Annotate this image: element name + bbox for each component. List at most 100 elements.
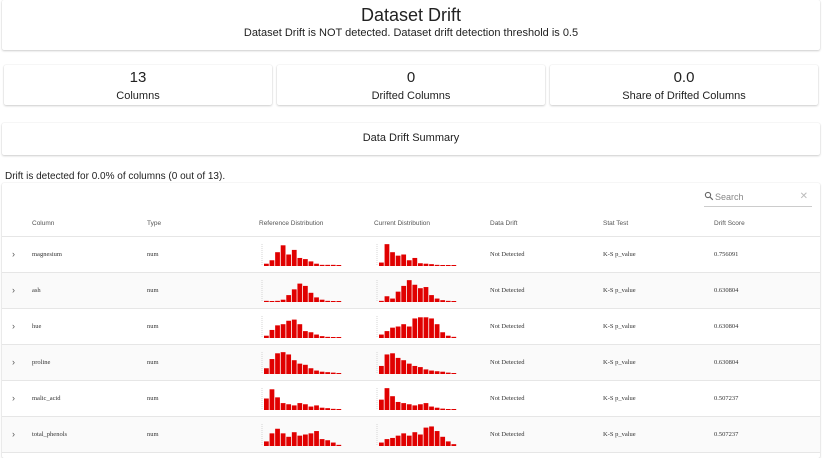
distribution-bar [314,370,319,374]
distribution-bar [264,300,269,302]
distribution-bar [280,352,286,374]
distribution-bar [440,371,446,374]
distribution-bar [303,364,308,374]
distribution-bar [429,318,434,338]
distribution-bar [384,244,390,266]
data-drift-cell: Not Detected [490,323,525,330]
distribution-bar [280,403,286,410]
distribution-bar [291,360,297,374]
header-column[interactable]: Column [32,220,55,227]
table-row[interactable]: › proline num Not Detected K-S p_value 0.6308… [2,345,820,381]
row-divider [2,380,820,381]
data-drift-summary-header: Data Drift Summary [2,123,820,155]
clear-search-icon[interactable]: ✕ [799,191,808,202]
metric-card-share-drifted: 0.0 Share of Drifted Columns [550,65,818,105]
distribution-bar [291,319,297,338]
table-row[interactable]: › hue num Not Detected K-S p_value 0.630804 [2,309,820,345]
table-row[interactable]: › ash num Not Detected K-S p_value 0.630804 [2,273,820,309]
distribution-bar [303,404,308,410]
distribution-bar [330,442,336,446]
distribution-bar [418,288,423,302]
metric-value: 0.0 [673,69,695,86]
distribution-bar [406,435,412,446]
distribution-bar [445,335,451,338]
distribution-bar [269,359,275,374]
distribution-bar [434,407,440,410]
table-row[interactable]: › magnesium num Not Detected K-S p_value 0.75… [2,237,820,273]
distribution-bar [412,318,418,338]
distribution-bar [336,337,342,338]
data-drift-cell: Not Detected [490,359,525,366]
distribution-bar [330,337,336,338]
distribution-bar [330,372,336,374]
drift-score-cell: 0.630804 [714,323,739,330]
distribution-bar [286,354,292,374]
stat-test-cell: K-S p_value [603,359,636,366]
distribution-bar [275,325,280,338]
distribution-bar [401,433,407,446]
expand-row-chevron-icon[interactable]: › [12,429,15,439]
reference-distribution-chart [261,424,342,446]
distribution-bar [308,368,314,374]
distribution-bar [291,405,297,410]
distribution-bar [336,301,342,302]
distribution-bar [314,297,319,302]
header-type[interactable]: Type [147,220,162,227]
distribution-bar [423,427,429,446]
distribution-bar [418,367,423,374]
distribution-bar [418,263,423,266]
type-cell: num [147,431,159,438]
distribution-bar [275,353,280,374]
distribution-bar [406,326,412,338]
expand-row-chevron-icon[interactable]: › [12,393,15,403]
summary-title: Data Drift Summary [362,132,460,144]
distribution-bar [291,249,297,266]
distribution-bar [319,336,325,338]
distribution-bar [308,292,314,302]
metric-label: Drifted Columns [371,90,451,102]
table-row[interactable]: › total_phenols num Not Detected K-S p_value… [2,417,820,453]
distribution-bar [275,300,280,302]
header-stat-test[interactable]: Stat Test [603,220,629,227]
table-row[interactable]: › malic_acid num Not Detected K-S p_value 0.5… [2,381,820,417]
expand-row-chevron-icon[interactable]: › [12,321,15,331]
distribution-bar [423,317,429,338]
distribution-bar [303,434,308,446]
distribution-bar [297,403,303,410]
search-input[interactable]: Search ✕ [704,190,812,207]
stat-test-cell: K-S p_value [603,287,636,294]
drift-table: Search ✕ Column Type Reference Distribut… [2,183,820,458]
distribution-bar [308,261,314,266]
column-name-cell: proline [32,359,51,366]
distribution-bar [264,398,269,410]
distribution-bar [451,265,457,266]
distribution-bar [395,435,401,446]
distribution-bar [291,289,297,302]
distribution-bar [325,372,331,374]
distribution-bar [264,441,269,446]
current-distribution-chart [376,388,457,410]
expand-row-chevron-icon[interactable]: › [12,249,15,259]
distribution-bar [406,280,412,302]
current-distribution-chart [376,352,457,374]
header-data-drift[interactable]: Data Drift [490,220,518,227]
expand-row-chevron-icon[interactable]: › [12,285,15,295]
expand-row-chevron-icon[interactable]: › [12,357,15,367]
header-drift-score[interactable]: Drift Score [714,220,745,227]
distribution-bar [412,405,418,410]
distribution-bar [440,265,446,266]
distribution-bar [319,264,325,266]
distribution-bar [390,298,395,302]
stat-test-cell: K-S p_value [603,323,636,330]
distribution-bar [423,369,429,374]
distribution-bar [286,404,292,410]
distribution-bar [280,245,286,266]
distribution-bar [390,396,395,410]
drift-score-cell: 0.630804 [714,359,739,366]
distribution-bar [308,332,314,338]
data-drift-cell: Not Detected [490,395,525,402]
column-name-cell: hue [32,323,42,330]
current-distribution-chart [376,316,457,338]
distribution-bar [401,403,407,410]
distribution-bar [379,262,384,266]
